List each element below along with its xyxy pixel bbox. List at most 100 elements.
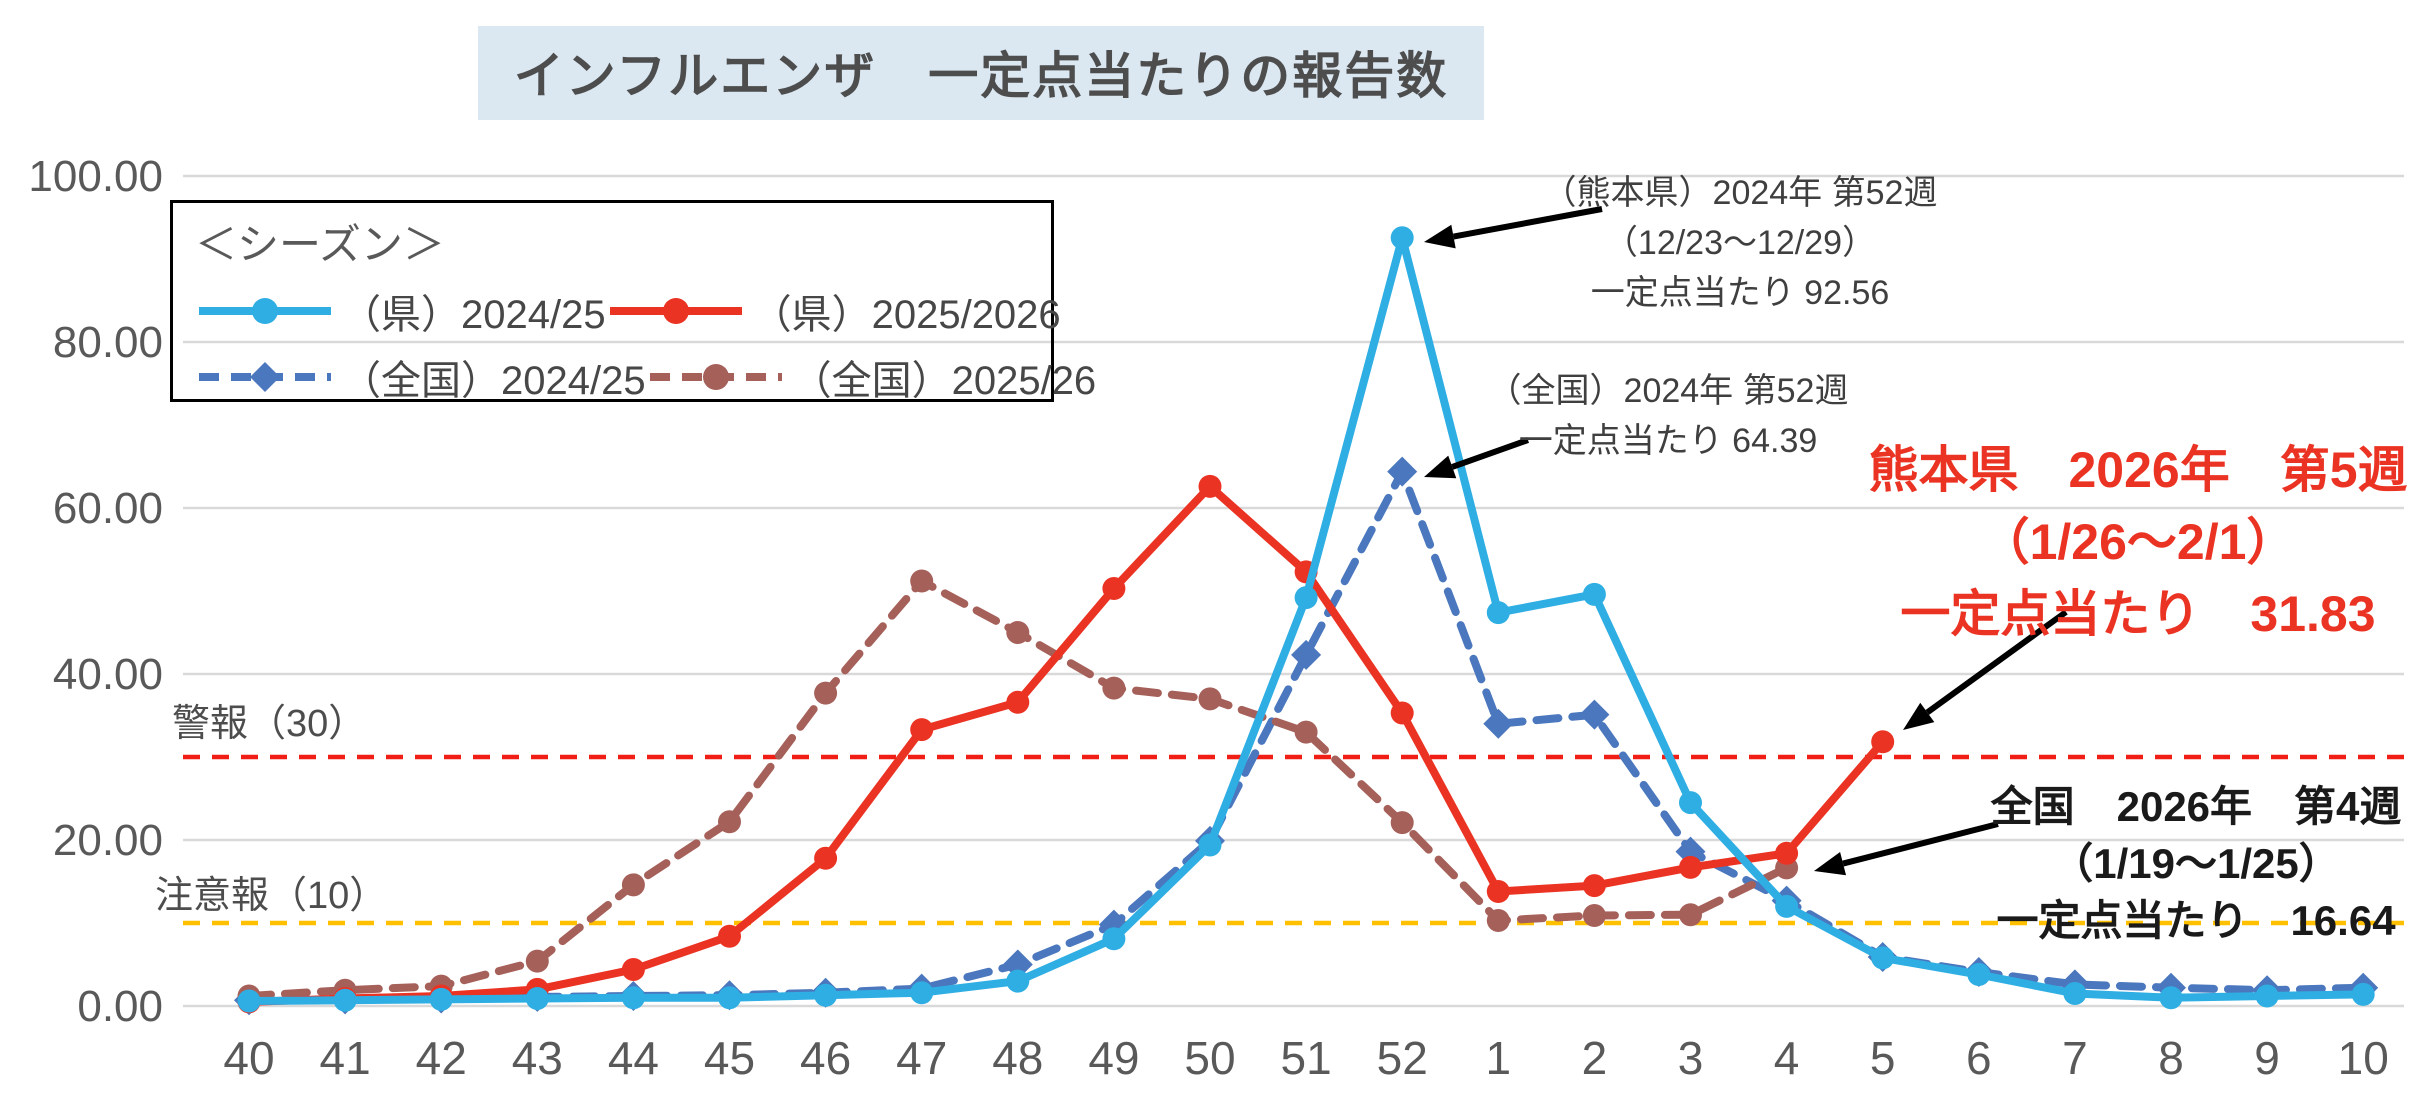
data-point-marker-national-2025-26: [621, 873, 645, 897]
data-point-marker-pref-2025-26: [621, 957, 645, 981]
data-point-marker-national-2025-26: [1486, 909, 1510, 933]
x-axis-tick-label: 10: [2338, 1032, 2389, 1084]
annotation-arrowhead-icon: [1814, 851, 1847, 876]
data-point-marker-pref-2025-26: [910, 718, 934, 742]
x-axis-tick-label: 7: [2062, 1032, 2088, 1084]
data-point-marker-national-2025-26: [1006, 621, 1030, 644]
chart-legend: ＜シーズン＞ （県）2024/25 （県）2025/2026 （全国）2024/…: [170, 200, 1096, 403]
x-axis-tick-label: 9: [2254, 1032, 2280, 1084]
legend-label: （全国）2024/25: [341, 359, 646, 403]
chart-title-wrap: インフルエンザ 一定点当たりの報告数: [0, 26, 1962, 120]
legend-swatch-pref-2024-25-icon: [199, 298, 331, 324]
data-point-marker-pref-2024-25: [237, 989, 261, 1013]
data-point-marker-pref-2024-25: [1294, 586, 1318, 610]
x-axis-tick-label: 43: [512, 1032, 563, 1084]
data-point-marker-national-2024-25: [1387, 456, 1418, 487]
data-point-marker-pref-2024-25: [2159, 986, 2183, 1010]
legend-swatch-national-2025-26-icon: [649, 364, 782, 390]
data-point-marker-pref-2024-25: [814, 983, 838, 1007]
x-axis-tick-label: 5: [1870, 1032, 1896, 1084]
x-axis-tick-label: 46: [800, 1032, 851, 1084]
y-axis-tick-label: 100.00: [28, 152, 163, 201]
annotation-line: 一定点当たり 92.56: [1590, 274, 1890, 312]
annotation-arrow: [1925, 609, 2068, 715]
series-line-pref-2025-26: [245, 482, 1887, 1006]
x-axis-tick-label: 41: [320, 1032, 371, 1084]
data-point-marker-national-2025-26: [1198, 687, 1222, 711]
data-point-marker-pref-2025-26: [1102, 577, 1126, 601]
data-point-marker-pref-2024-25: [718, 986, 741, 1010]
legend-label: （全国）2025/26: [791, 359, 1097, 403]
annotation-line: （1/19～1/25）: [2051, 840, 2341, 887]
data-point-marker-pref-2025-26: [1775, 841, 1799, 865]
data-point-marker-national-2024-25: [1291, 639, 1322, 670]
x-axis-tick-label: 42: [416, 1032, 467, 1084]
annotation-arrow: [1451, 437, 1530, 470]
data-point-marker-national-2025-26: [1679, 903, 1702, 927]
legend-item-national-2024-25: （全国）2024/25: [195, 348, 646, 406]
annotation-line: 熊本県 2026年 第5週: [1868, 442, 2408, 498]
data-point-marker-national-2025-26: [525, 949, 549, 973]
x-axis-tick-label: 8: [2158, 1032, 2184, 1084]
caution-threshold-label: 注意報（10）: [155, 875, 388, 917]
annotation-pref-peak: （熊本県）2024年 第52週 （12/23～12/29） 一定点当たり 92.56: [1543, 168, 1938, 318]
x-axis-tick-label: 52: [1377, 1032, 1428, 1084]
data-point-marker-national-2024-25: [1483, 708, 1514, 739]
data-point-marker-national-2024-25: [1579, 699, 1610, 730]
x-axis-tick-label: 6: [1966, 1032, 1992, 1084]
data-point-marker-pref-2024-25: [910, 981, 934, 1005]
x-axis-tick-label: 1: [1486, 1032, 1512, 1084]
alert-threshold-label: 警報（30）: [172, 703, 367, 745]
annotation-line: 一定点当たり 16.64: [1996, 897, 2396, 944]
legend-swatch-pref-2025-26-icon: [609, 298, 742, 324]
data-point-marker-pref-2024-25: [2063, 982, 2087, 1006]
x-axis-tick-label: 45: [704, 1032, 755, 1084]
data-point-marker-pref-2025-26: [718, 924, 741, 948]
data-point-marker-pref-2024-25: [1679, 791, 1702, 815]
annotation-national-peak: （全国）2024年 第52週 一定点当たり 64.39: [1488, 366, 1849, 466]
x-axis-tick-label: 40: [223, 1032, 274, 1084]
annotation-arrowhead-icon: [1424, 224, 1456, 249]
chart-title: インフルエンザ 一定点当たりの報告数: [477, 26, 1485, 120]
data-point-marker-pref-2025-26: [814, 846, 838, 870]
data-point-marker-pref-2024-25: [429, 987, 453, 1011]
y-axis-tick-label: 40.00: [53, 650, 163, 699]
annotation-national-current: 全国 2026年 第4週 （1/19～1/25） 一定点当たり 16.64: [1991, 778, 2402, 949]
annotation-line: 全国 2026年 第4週: [1990, 783, 2402, 830]
data-point-marker-pref-2025-26: [1486, 879, 1510, 903]
x-axis-tick-label: 3: [1678, 1032, 1704, 1084]
legend-row-1: （県）2024/25 （県）2025/2026: [195, 278, 1061, 344]
x-axis-tick-label: 4: [1774, 1032, 1800, 1084]
data-point-marker-pref-2025-26: [1198, 474, 1222, 498]
data-point-marker-national-2025-26: [718, 810, 741, 834]
data-point-marker-pref-2025-26: [1871, 730, 1895, 754]
data-point-marker-pref-2024-25: [1198, 833, 1222, 857]
y-axis-tick-label: 0.00: [77, 982, 163, 1031]
annotation-pref-current: 熊本県 2026年 第5週 （1/26～2/1） 一定点当たり 31.83: [1868, 434, 2407, 650]
data-point-marker-pref-2024-25: [1486, 601, 1510, 625]
data-point-marker-pref-2024-25: [333, 988, 357, 1012]
legend-header: ＜シーズン＞: [195, 221, 445, 268]
data-point-marker-national-2025-26: [1102, 676, 1126, 700]
data-point-marker-pref-2024-25: [2255, 984, 2279, 1008]
annotation-arrowhead-icon: [1424, 455, 1457, 479]
annotation-line: （1/26～2/1）: [1979, 514, 2297, 570]
data-point-marker-national-2025-26: [1582, 904, 1606, 928]
data-point-marker-pref-2024-25: [1582, 582, 1606, 606]
legend-swatch-national-2024-25-icon: [199, 362, 331, 392]
data-point-marker-pref-2025-26: [1582, 874, 1606, 898]
data-point-marker-pref-2024-25: [1871, 946, 1895, 970]
legend-item-pref-2024-25: （県）2024/25: [195, 282, 606, 340]
data-point-marker-pref-2024-25: [1102, 927, 1126, 951]
data-point-marker-pref-2024-25: [2351, 982, 2375, 1006]
x-axis-tick-label: 50: [1184, 1032, 1235, 1084]
data-point-marker-pref-2024-25: [1967, 962, 1991, 986]
data-point-marker-national-2025-26: [814, 681, 838, 705]
legend-item-pref-2025-26: （県）2025/2026: [606, 282, 1061, 340]
legend-item-national-2025-26: （全国）2025/26: [646, 348, 1097, 406]
data-point-marker-pref-2025-26: [1390, 701, 1414, 725]
legend-label: （県）2024/25: [341, 293, 606, 337]
data-point-marker-pref-2025-26: [1006, 690, 1030, 714]
data-point-marker-national-2025-26: [1294, 720, 1318, 744]
data-point-marker-pref-2024-25: [1775, 894, 1799, 918]
